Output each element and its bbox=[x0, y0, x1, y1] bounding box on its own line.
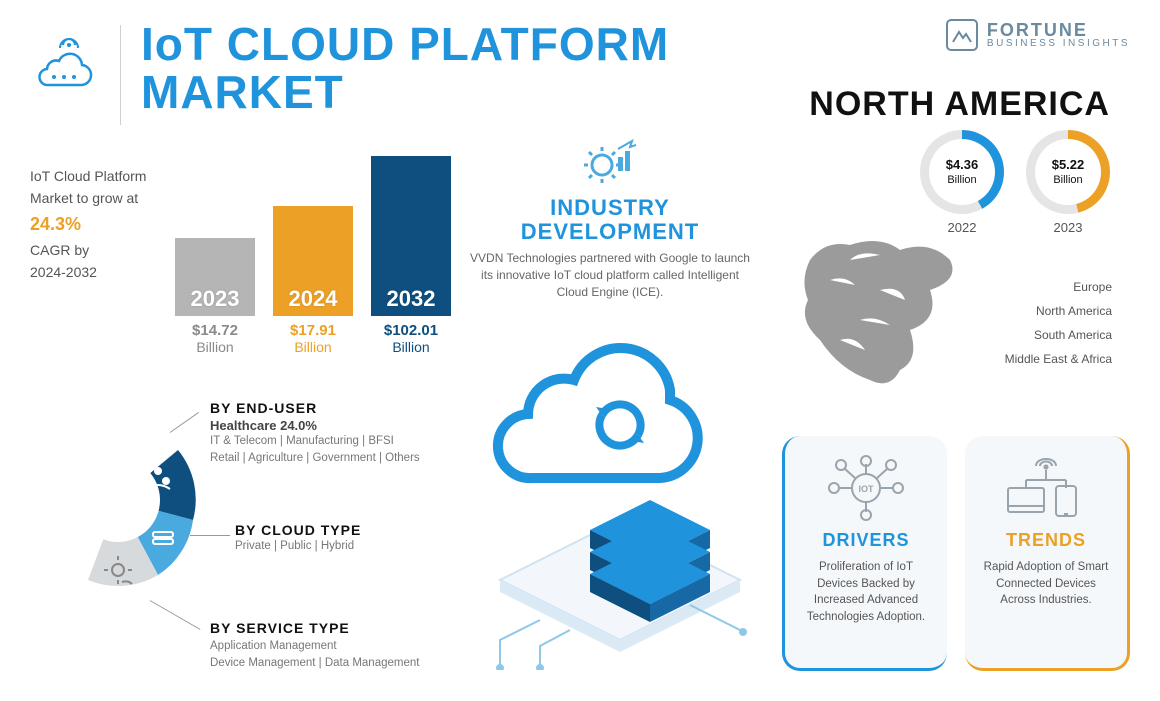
trends-title: TRENDS bbox=[979, 530, 1113, 551]
region-item: Europe bbox=[1005, 275, 1112, 299]
seg-rest: IT & Telecom | Manufacturing | BFSI Reta… bbox=[210, 433, 470, 468]
north-america-map-icon bbox=[790, 230, 990, 400]
industry-title: INDUSTRY DEVELOPMENT bbox=[470, 196, 750, 244]
trends-card: TRENDS Rapid Adoption of Smart Connected… bbox=[965, 436, 1130, 671]
seg-title: BY CLOUD TYPE bbox=[235, 522, 475, 538]
svg-text:IOT: IOT bbox=[859, 484, 875, 494]
industry-development: INDUSTRY DEVELOPMENT VVDN Technologies p… bbox=[470, 135, 750, 301]
brand-main: FORTUNE bbox=[987, 21, 1130, 39]
cloud-server-illustration-icon bbox=[440, 330, 780, 670]
bar-item: 2023$14.72Billion bbox=[175, 238, 255, 355]
cagr-line-2: Market to grow at bbox=[30, 187, 170, 209]
segment-service-type: BY SERVICE TYPE Application Management D… bbox=[210, 620, 470, 673]
cagr-line-4: 2024-2032 bbox=[30, 261, 170, 283]
segment-fan-chart bbox=[18, 420, 218, 680]
cagr-line-3: CAGR by bbox=[30, 239, 170, 261]
drivers-card: IOT DRIVERS Proliferation of IoT Devices… bbox=[782, 436, 947, 671]
drivers-text: Proliferation of IoT Devices Backed by I… bbox=[799, 559, 933, 626]
brand-logo: FORTUNE BUSINESS INSIGHTS bbox=[945, 18, 1130, 52]
gear-chart-icon bbox=[470, 135, 750, 190]
seg-rest: Private | Public | Hybrid bbox=[235, 540, 475, 552]
seg-title: BY SERVICE TYPE bbox=[210, 620, 470, 636]
header-divider bbox=[120, 25, 121, 125]
segment-end-user: BY END-USER Healthcare 24.0% IT & Teleco… bbox=[210, 400, 470, 468]
bar-item: 2032$102.01Billion bbox=[371, 156, 451, 355]
drivers-title: DRIVERS bbox=[799, 530, 933, 551]
title-line-2: MARKET bbox=[141, 68, 669, 116]
page-title: IoT CLOUD PLATFORM MARKET bbox=[141, 20, 669, 117]
trends-text: Rapid Adoption of Smart Connected Device… bbox=[979, 559, 1113, 609]
na-donut-charts: $4.36Billion2022 $5.22Billion2023 bbox=[920, 130, 1110, 235]
industry-text: VVDN Technologies partnered with Google … bbox=[470, 250, 750, 300]
donut-item: $5.22Billion2023 bbox=[1026, 130, 1110, 235]
cagr-summary: IoT Cloud Platform Market to grow at 24.… bbox=[30, 165, 170, 283]
donut-item: $4.36Billion2022 bbox=[920, 130, 1004, 235]
cagr-rate: 24.3% bbox=[30, 210, 170, 239]
region-item: South America bbox=[1005, 323, 1112, 347]
connected-devices-icon bbox=[979, 454, 1113, 522]
brand-icon bbox=[945, 18, 979, 52]
bar-item: 2024$17.91Billion bbox=[273, 206, 353, 355]
market-bar-chart: 2023$14.72Billion2024$17.91Billion2032$1… bbox=[175, 155, 455, 355]
seg-rest: Application Management Device Management… bbox=[210, 638, 470, 673]
seg-title: BY END-USER bbox=[210, 400, 470, 416]
segment-cloud-type: BY CLOUD TYPE Private | Public | Hybrid bbox=[235, 522, 475, 552]
seg-lead: Healthcare 24.0% bbox=[210, 418, 470, 433]
brand-sub: BUSINESS INSIGHTS bbox=[987, 39, 1130, 49]
title-line-1: IoT CLOUD PLATFORM bbox=[141, 20, 669, 68]
region-item: Middle East & Africa bbox=[1005, 347, 1112, 371]
region-list: EuropeNorth AmericaSouth AmericaMiddle E… bbox=[1005, 275, 1112, 371]
cagr-line-1: IoT Cloud Platform bbox=[30, 165, 170, 187]
region-item: North America bbox=[1005, 299, 1112, 323]
north-america-title: NORTH AMERICA bbox=[809, 85, 1110, 124]
connector-line bbox=[190, 535, 230, 536]
iot-network-icon: IOT bbox=[799, 454, 933, 522]
cloud-iot-icon bbox=[30, 30, 100, 90]
